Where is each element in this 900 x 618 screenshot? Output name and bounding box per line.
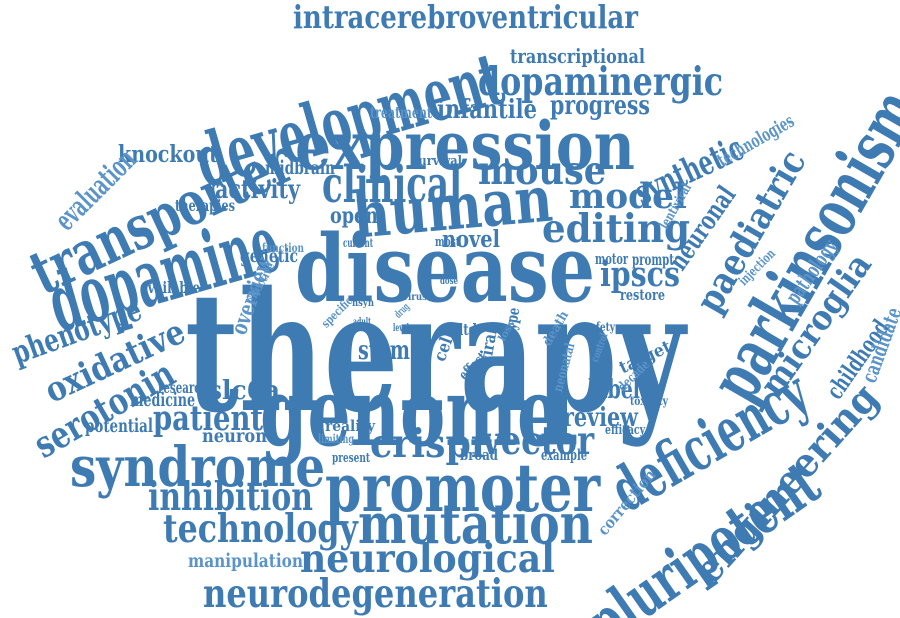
word-ipscs: ipscs xyxy=(600,255,680,295)
word-dopaminergic: dopaminergic xyxy=(478,59,724,105)
word-available: available xyxy=(140,278,201,297)
word-efficacy: efficacy xyxy=(605,423,646,438)
word-restore: restore xyxy=(620,287,665,304)
word-function: function xyxy=(262,241,305,255)
word-dtd: dtd xyxy=(455,320,478,339)
word-potential: potential xyxy=(85,416,153,437)
word-neuron: neuron xyxy=(202,426,267,447)
word-open: open xyxy=(330,203,379,229)
word-promoter: promoter xyxy=(325,449,601,527)
word-stem: stem xyxy=(358,335,411,366)
word-most: most xyxy=(435,235,460,250)
word-knockout: knockout xyxy=(118,140,219,168)
word-level: level xyxy=(393,322,409,334)
word-broad: broad xyxy=(460,447,499,464)
word-treatment: treatment xyxy=(370,103,432,122)
word-genome: genome xyxy=(260,357,561,468)
word-toxicity: toxicity xyxy=(630,394,669,408)
word-activity: activity xyxy=(215,174,301,205)
word-reality: reality xyxy=(325,418,376,435)
word-neurological: neurological xyxy=(300,536,555,582)
word-transcriptional: transcriptional xyxy=(510,44,646,68)
word-example: example xyxy=(541,447,588,464)
word-medicine: medicine xyxy=(130,390,196,411)
word-expression: expression xyxy=(295,107,635,185)
word-slc6a: slc6a xyxy=(208,375,280,406)
word-disease: disease xyxy=(295,214,595,323)
word-mutation: mutation xyxy=(358,492,593,557)
word-review: review xyxy=(563,402,639,433)
word-survival: survival xyxy=(412,154,462,169)
word-limiting: limiting xyxy=(318,432,355,446)
word-therapy: therapy xyxy=(185,255,686,449)
word-intracerebroventricular: intracerebroventricular xyxy=(293,0,638,36)
word-model: model xyxy=(569,177,687,217)
word-prompt: prompt xyxy=(632,250,674,269)
word-crispr: crispr xyxy=(370,421,490,467)
word-motor: motor xyxy=(595,251,628,268)
word-patient: patient xyxy=(153,399,264,439)
word-editing: editing xyxy=(542,206,691,252)
word-inhibition: inhibition xyxy=(148,474,313,520)
word-hsyn: hsyn xyxy=(352,297,375,309)
word-neurodegeneration: neurodegeneration xyxy=(203,571,548,617)
word-syndrome: syndrome xyxy=(70,435,326,500)
word-clinical: clinical xyxy=(322,155,463,214)
word-progress: progress xyxy=(550,90,650,121)
word-mouse: mouse xyxy=(478,148,607,194)
word-label: label xyxy=(588,374,640,405)
word-novel: novel xyxy=(442,225,500,253)
word-safety: safety xyxy=(585,320,616,334)
word-midbrain: midbrain xyxy=(265,158,335,179)
word-manipulation: manipulation xyxy=(188,551,304,572)
word-present: present xyxy=(332,451,371,466)
word-dose: dose xyxy=(440,275,458,287)
word-adult: adult xyxy=(353,316,371,328)
word-therapies: therapies xyxy=(175,196,235,215)
word-virus: virus xyxy=(403,291,428,303)
word-current: current xyxy=(343,236,373,250)
word-research: research xyxy=(158,378,208,397)
word-vector: vector xyxy=(482,418,595,464)
word-technology: technology xyxy=(163,506,358,552)
word-genetic: genetic xyxy=(240,246,299,267)
word-infantile: infantile xyxy=(437,94,537,125)
